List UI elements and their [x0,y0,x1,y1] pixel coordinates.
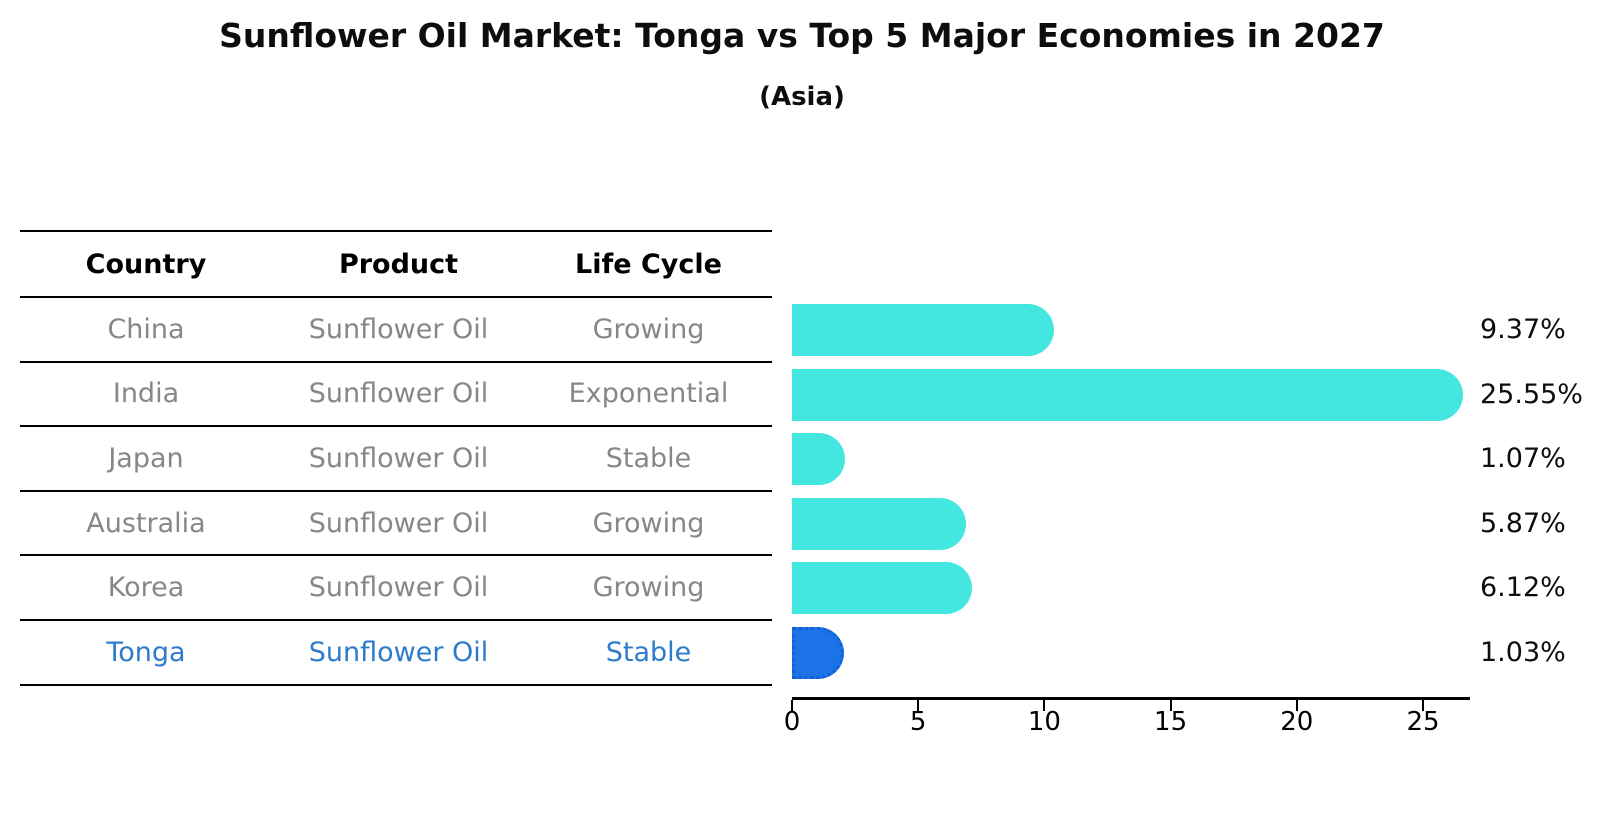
x-tick-label: 10 [1027,707,1061,737]
bar-china [792,304,1055,356]
table-header-row: Country Product Life Cycle [20,232,772,298]
value-label: 6.12% [1480,572,1566,604]
cell-lifecycle: Stable [605,636,692,668]
value-label: 9.37% [1480,314,1566,345]
table-row: China Sunflower Oil Growing [20,298,772,363]
bar-india [792,368,1463,421]
bar-korea [792,562,973,615]
header-cell-country: Country [85,248,207,280]
cell-lifecycle: Exponential [568,378,729,410]
value-label: 5.87% [1480,507,1566,539]
cell-product: Sunflower Oil [308,507,489,539]
table-row: Japan Sunflower Oil Stable [20,427,772,492]
x-tick-label: 5 [909,707,927,737]
x-tick [1422,700,1424,711]
cell-product: Sunflower Oil [308,378,489,410]
table-row: Australia Sunflower Oil Growing [20,492,772,557]
x-tick [1043,700,1046,711]
value-label: 1.07% [1480,443,1566,475]
cell-product: Sunflower Oil [308,572,489,604]
x-tick-label: 25 [1406,707,1440,737]
cell-lifecycle: Stable [605,442,692,474]
market-table: Country Product Life Cycle China Sunflow… [20,230,772,686]
x-tick [1295,700,1298,711]
chart-title: Sunflower Oil Market: Tonga vs Top 5 Maj… [219,16,1385,55]
cell-lifecycle: Growing [592,572,705,604]
header-cell-product: Product [338,248,459,280]
chart-subtitle: (Asia) [759,82,845,112]
cell-country: Australia [86,507,206,539]
table-row: Korea Sunflower Oil Growing [20,556,772,621]
x-tick [1169,700,1172,711]
cell-product: Sunflower Oil [308,313,489,345]
table-row: Tonga Sunflower Oil Stable [20,621,772,686]
bar-australia [792,497,967,550]
table-row: India Sunflower Oil Exponential [20,363,772,428]
x-tick-label: 20 [1280,707,1314,737]
x-tick [917,700,920,711]
x-tick [791,700,793,711]
cell-country: Japan [108,442,184,474]
cell-country: Tonga [106,636,186,668]
cell-country: China [107,313,185,345]
bar-japan [792,433,845,486]
cell-product: Sunflower Oil [308,636,489,668]
value-label: 25.55% [1480,378,1583,410]
value-label: 1.03% [1480,637,1566,668]
cell-lifecycle: Growing [592,313,705,345]
x-tick-label: 0 [783,707,801,737]
cell-country: India [112,378,180,410]
x-tick-label: 15 [1154,707,1188,737]
header-cell-lifecycle: Life Cycle [575,248,722,280]
x-axis-line [792,697,1470,700]
bar-tonga [792,627,844,679]
cell-country: Korea [107,572,185,604]
cell-lifecycle: Growing [592,507,705,539]
cell-product: Sunflower Oil [308,442,489,474]
